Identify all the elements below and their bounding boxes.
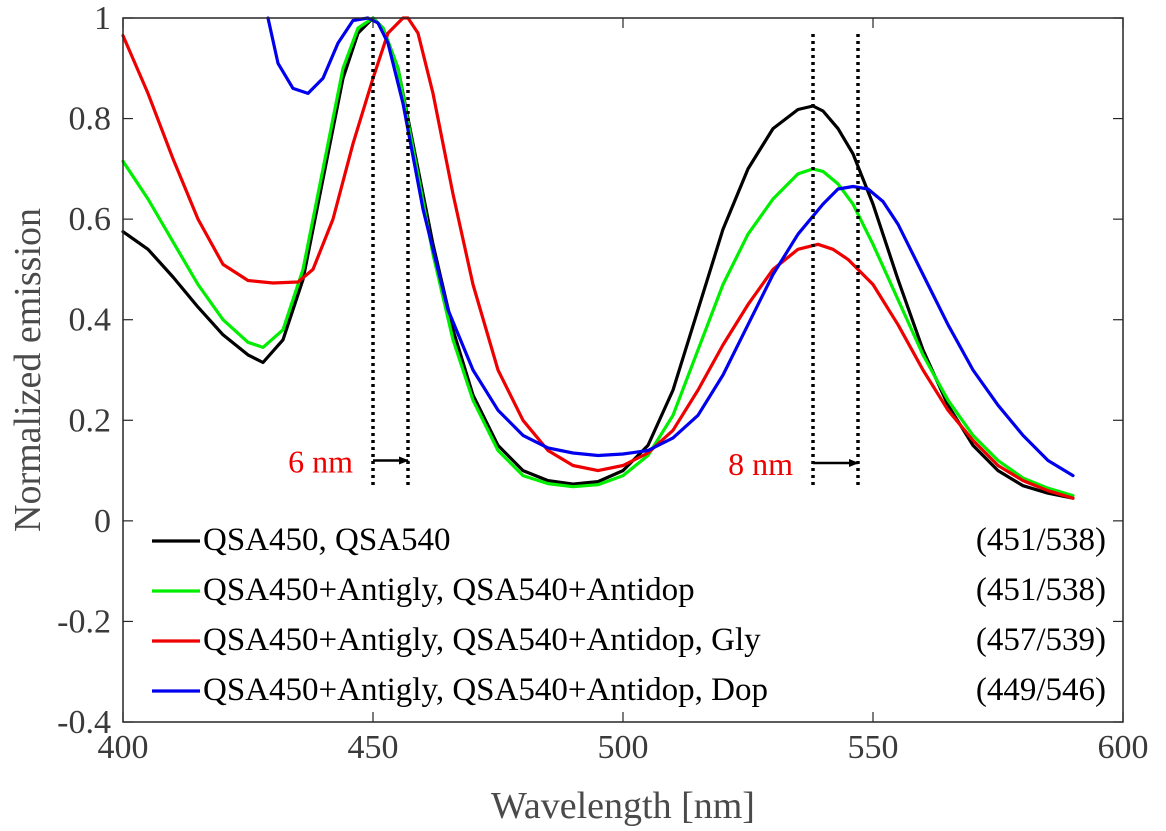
legend-peaks-4: (449/546) (976, 672, 1106, 708)
x-tick-label: 600 (1098, 729, 1149, 766)
legend-label-1: QSA450, QSA540 (203, 522, 451, 558)
y-tick-label: 0.8 (69, 101, 112, 138)
y-tick-label: 1 (94, 0, 111, 37)
x-tick-label: 550 (848, 729, 899, 766)
ticks: 400 450 500 550 600 -0.4 -0.2 0 0.2 0.4 0.6 0.8 1 (57, 0, 1148, 766)
legend-label-2: QSA450+Antigly, QSA540+Antidop (203, 572, 695, 608)
legend-label-4: QSA450+Antigly, QSA540+Antidop, Dop (203, 672, 768, 708)
y-tick-label: 0 (94, 503, 111, 540)
x-axis-title: Wavelength [nm] (491, 785, 755, 826)
x-tick-label: 450 (348, 729, 399, 766)
series-line-2 (121, 16, 1075, 498)
y-tick-label: 0.6 (69, 201, 112, 238)
shift-label: 6 nm (288, 444, 353, 480)
y-tick-label: -0.2 (57, 603, 111, 640)
annotations: 6 nm 8 nm (288, 34, 860, 489)
legend: QSA450, QSA540 (451/538) QSA450+Antigly, Q… (152, 522, 1106, 708)
x-tick-label: 500 (598, 729, 649, 766)
x-tick-label: 400 (98, 729, 149, 766)
legend-label-3: QSA450+Antigly, QSA540+Antidop, Gly (203, 622, 761, 658)
y-axis-title: Normalized emission (7, 208, 49, 532)
series-line-3 (121, 16, 1075, 500)
series-line-4 (266, 16, 1075, 478)
legend-peaks-3: (457/539) (976, 622, 1106, 658)
legend-peaks-2: (451/538) (976, 572, 1106, 608)
y-tick-label: 0.4 (69, 302, 112, 339)
legend-peaks-1: (451/538) (976, 522, 1106, 558)
series-lines (121, 16, 1075, 500)
series-line-1 (121, 16, 1075, 500)
shift-label: 8 nm (728, 446, 793, 482)
y-tick-label: 0.2 (69, 402, 112, 439)
y-tick-label: -0.4 (57, 704, 111, 741)
